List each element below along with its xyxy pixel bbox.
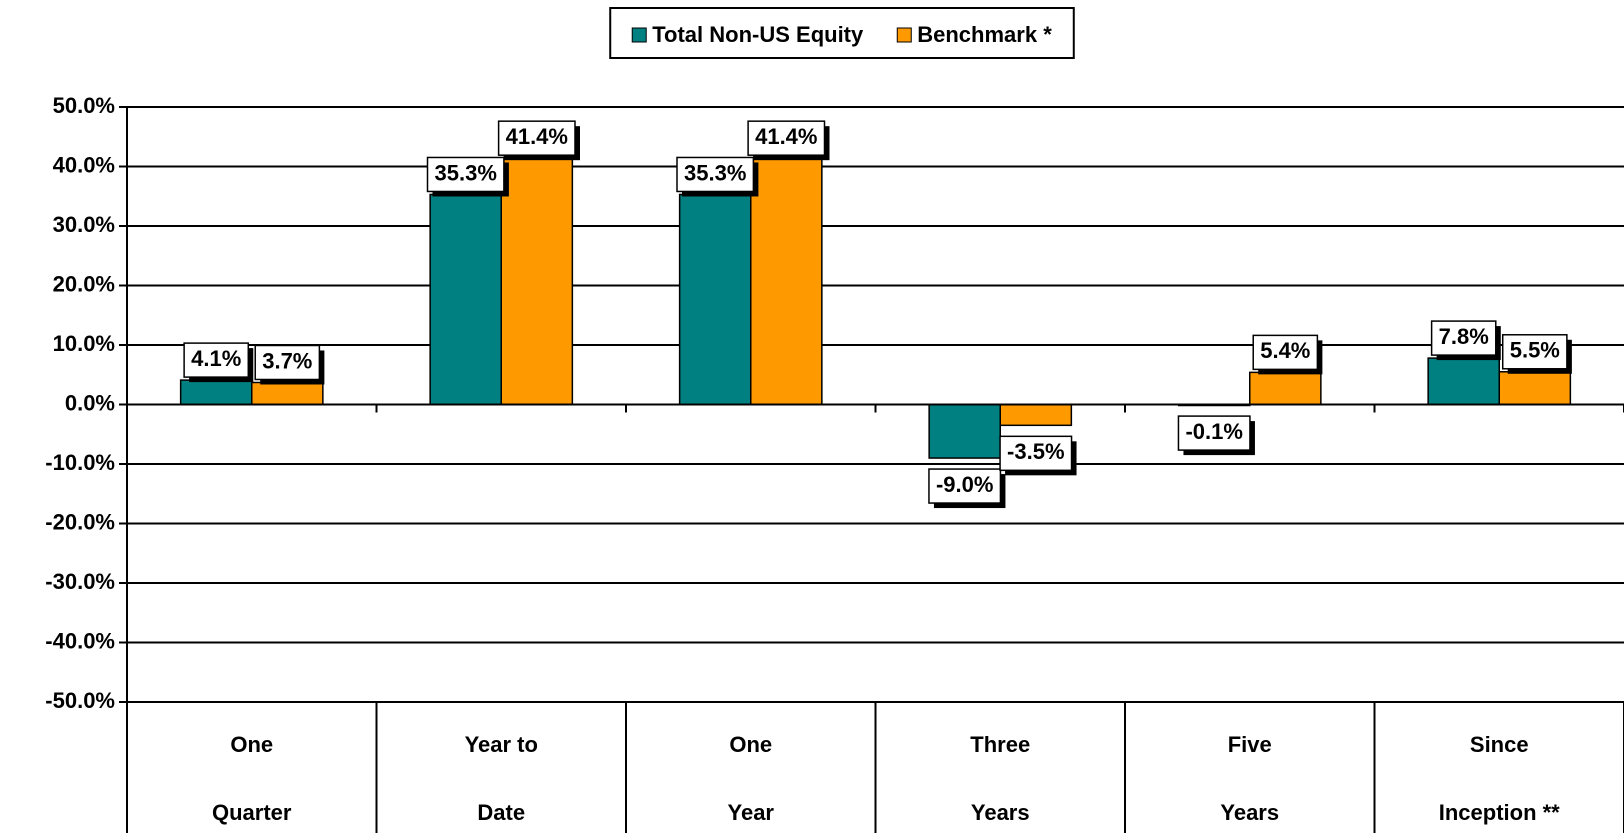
- bar: [928, 403, 1002, 459]
- data-label-text: 3.7%: [262, 348, 312, 373]
- bar: [1249, 371, 1322, 406]
- label-box: [999, 435, 1073, 472]
- bar: [500, 157, 574, 406]
- y-tick-label: -30.0%: [45, 569, 115, 594]
- label-box: [676, 156, 755, 193]
- label-box: [183, 342, 250, 378]
- data-label: 5.5%: [1501, 334, 1572, 374]
- y-tick-label: -20.0%: [45, 509, 115, 534]
- data-label-text: 4.1%: [191, 346, 241, 371]
- data-label: 41.4%: [497, 120, 580, 161]
- data-label: -3.5%: [999, 435, 1077, 476]
- y-tick-label: 30.0%: [53, 212, 115, 237]
- x-tick-label: Since: [1470, 732, 1529, 757]
- data-label: 4.1%: [183, 342, 254, 383]
- x-tick-label: One: [230, 732, 273, 757]
- y-tick-label: 40.0%: [53, 152, 115, 177]
- y-tick-label: 0.0%: [65, 390, 115, 415]
- legend: Total Non-US Equity Benchmark *: [609, 7, 1075, 59]
- data-label-text: 35.3%: [684, 160, 746, 185]
- bar: [251, 381, 324, 406]
- label-box: [928, 468, 1002, 504]
- x-tick-label: Years: [1220, 800, 1279, 825]
- data-label-text: 35.3%: [435, 160, 497, 185]
- data-label-text: -9.0%: [936, 472, 993, 497]
- x-tick-label: Five: [1228, 732, 1272, 757]
- x-tick-label: Three: [970, 732, 1030, 757]
- label-box: [497, 120, 576, 156]
- data-label-text: 41.4%: [506, 124, 568, 149]
- bar: [429, 193, 502, 406]
- label-box: [1252, 334, 1319, 371]
- data-label-text: -3.5%: [1007, 439, 1064, 464]
- bar: [750, 157, 823, 406]
- y-tick-label: 50.0%: [53, 93, 115, 118]
- x-tick-label: Date: [477, 800, 525, 825]
- x-tick-label: Quarter: [212, 800, 292, 825]
- y-tick-label: -10.0%: [45, 450, 115, 475]
- data-label: 7.8%: [1430, 320, 1501, 361]
- data-label-text: 5.4%: [1260, 338, 1310, 363]
- legend-box: [609, 7, 1075, 59]
- label-box: [1177, 415, 1251, 451]
- data-label: 3.7%: [254, 344, 325, 385]
- data-label: 35.3%: [426, 156, 509, 197]
- bar: [999, 403, 1073, 427]
- data-label: -0.1%: [1177, 415, 1255, 456]
- x-tick-label: Year: [728, 800, 775, 825]
- data-label: 35.3%: [676, 156, 759, 197]
- bar: [1427, 357, 1500, 406]
- label-box: [747, 120, 826, 156]
- y-tick-label: 20.0%: [53, 271, 115, 296]
- bar: [678, 193, 752, 406]
- data-label-text: 5.5%: [1510, 338, 1560, 363]
- data-label-text: -0.1%: [1185, 419, 1242, 444]
- label-box: [1430, 320, 1497, 356]
- data-label: 5.4%: [1252, 334, 1323, 375]
- y-tick-label: -50.0%: [45, 688, 115, 713]
- bar: [1498, 371, 1572, 406]
- y-tick-label: 10.0%: [53, 331, 115, 356]
- x-tick-label: Inception **: [1439, 800, 1560, 825]
- legend-label: Total Non-US Equity: [652, 22, 864, 47]
- y-tick-label: -40.0%: [45, 628, 115, 653]
- data-label: 41.4%: [747, 120, 830, 161]
- label-box: [1501, 334, 1568, 370]
- legend-swatch: [896, 27, 912, 43]
- legend-label: Benchmark *: [917, 22, 1052, 47]
- data-label: -9.0%: [928, 468, 1006, 509]
- bar: [179, 379, 253, 406]
- data-label-text: 7.8%: [1439, 324, 1489, 349]
- label-box: [426, 156, 505, 193]
- x-tick-label: Years: [971, 800, 1030, 825]
- label-box: [254, 344, 321, 381]
- x-tick-label: One: [729, 732, 772, 757]
- data-label-text: 41.4%: [755, 124, 817, 149]
- x-tick-label: Year to: [465, 732, 538, 757]
- legend-swatch: [631, 27, 647, 43]
